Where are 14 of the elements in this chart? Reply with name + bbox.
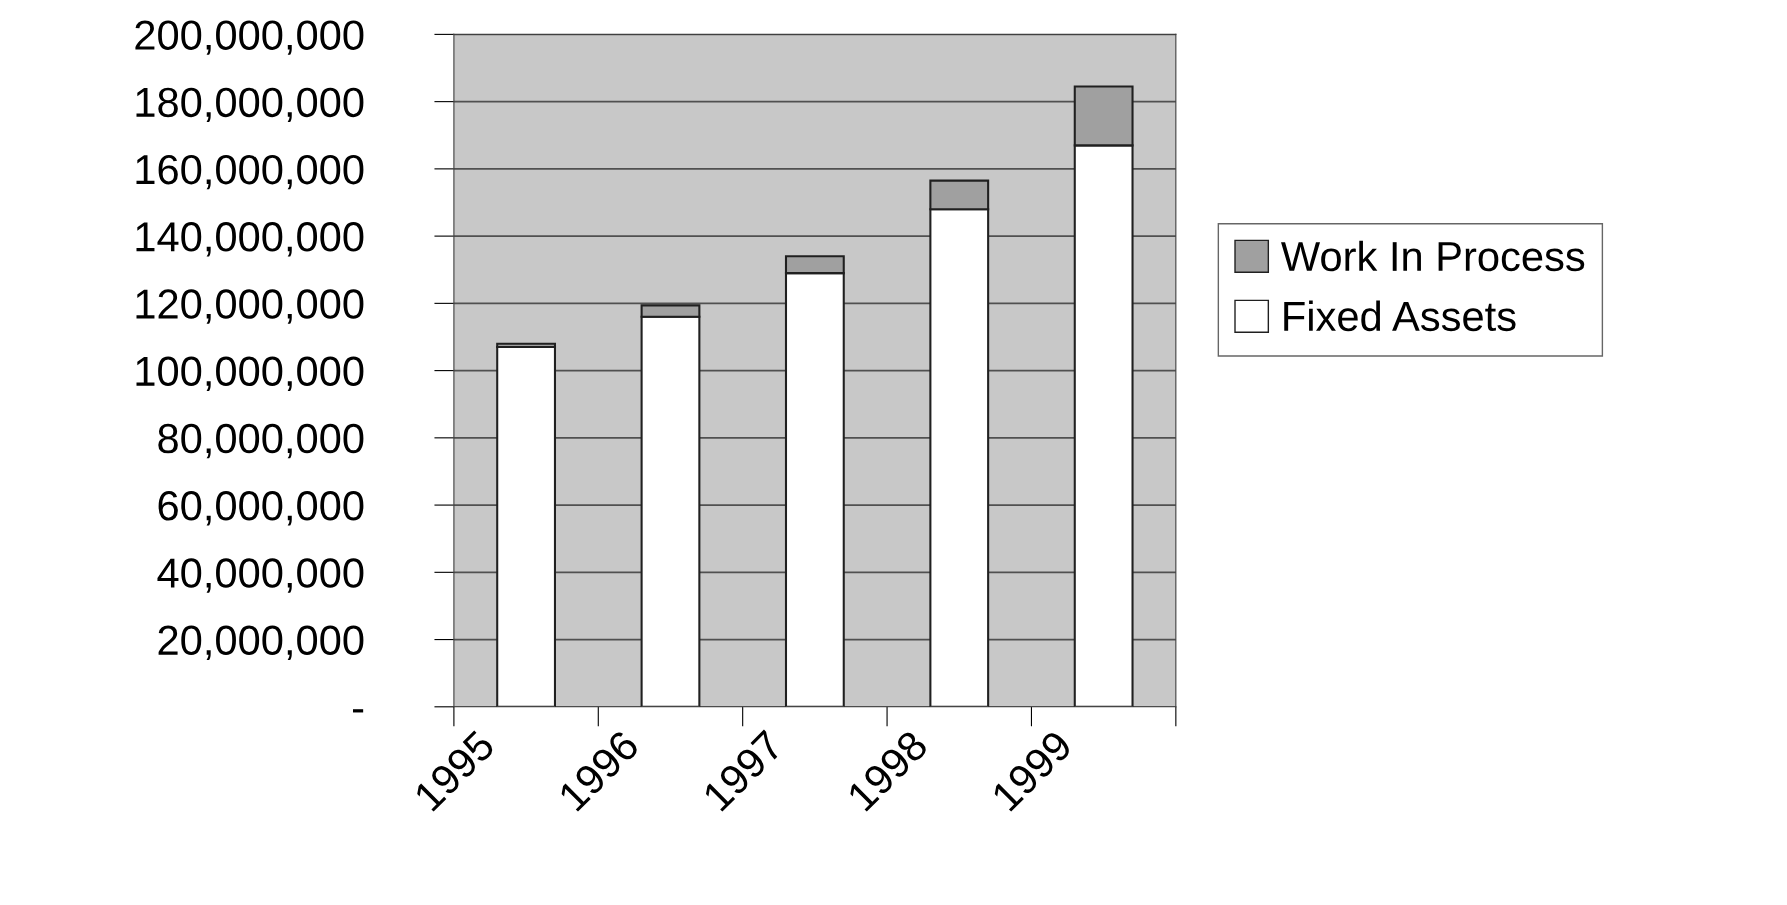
- y-tick-label: 120,000,000: [136, 289, 364, 324]
- bar: [496, 346, 557, 707]
- y-tick-label: -: [352, 709, 364, 713]
- y-tick-label: 100,000,000: [136, 356, 364, 392]
- y-tick-label: 60,000,000: [158, 491, 364, 526]
- y-tick-label: 200,000,000: [135, 20, 364, 55]
- y-tick-label: 160,000,000: [136, 154, 364, 190]
- y-tick-label: 40,000,000: [157, 558, 364, 593]
- y-tick-label: 140,000,000: [136, 222, 364, 257]
- legend-label: Work In Process: [1281, 240, 1585, 272]
- y-tick-label: 80,000,000: [158, 423, 364, 459]
- legend-label: Fixed Assets: [1284, 300, 1516, 332]
- y-tick-label: 180,000,000: [136, 87, 364, 123]
- y-tick-label: 20,000,000: [158, 625, 364, 660]
